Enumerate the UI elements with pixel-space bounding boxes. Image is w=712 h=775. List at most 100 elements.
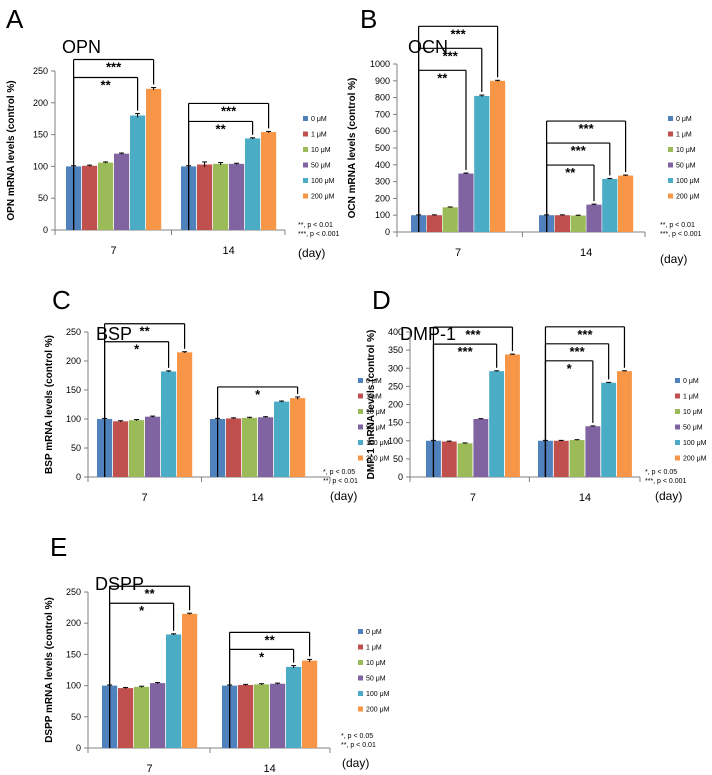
bar-7-4: [166, 634, 182, 748]
significance-label: **: [437, 70, 448, 85]
bar-7-1: [113, 421, 129, 477]
y-tick-label: 800: [375, 93, 390, 103]
bar-14-2: [569, 440, 585, 477]
panel-title: OPN: [62, 37, 101, 57]
p-value-note: *, p < 0.05: [645, 469, 677, 476]
significance-label: *: [139, 603, 145, 618]
significance-label: ***: [221, 103, 237, 118]
bar-14-3: [270, 683, 286, 748]
bar-7-3: [114, 153, 130, 230]
bar-14-5: [617, 371, 632, 477]
significance-label: **: [101, 78, 112, 93]
legend-label: 0 μM: [366, 378, 382, 385]
p-value-note: *, p < 0.05: [341, 733, 373, 740]
y-tick-label: 0: [43, 225, 48, 235]
significance-bracket: **: [72, 76, 139, 230]
bar-7-2: [134, 686, 150, 748]
significance-label: *: [255, 387, 261, 402]
legend-swatch: [303, 131, 308, 137]
bar-7-5: [505, 354, 520, 477]
y-tick-label: 250: [66, 327, 81, 337]
bar-14-5: [290, 398, 306, 477]
legend-swatch: [675, 455, 680, 461]
bar-7-5: [490, 80, 506, 232]
y-axis-label: BSP mRNA levels (control %): [44, 335, 55, 474]
legend-label: 100 μM: [366, 440, 390, 447]
legend-label: 50 μM: [311, 163, 331, 170]
legend-label: 200 μM: [683, 456, 707, 463]
legend-swatch: [358, 660, 363, 665]
y-axis-label: DMP-1 mRNA levels (control %): [366, 330, 377, 480]
legend-swatch: [675, 424, 680, 430]
y-tick-label: 100: [66, 414, 81, 424]
legend-swatch: [668, 116, 673, 121]
y-tick-label: 200: [66, 618, 81, 628]
legend-label: 10 μM: [311, 147, 331, 154]
bar-7-5: [177, 352, 193, 477]
y-tick-label: 50: [393, 454, 403, 464]
legend-label: 0 μM: [366, 629, 382, 636]
y-tick-label: 150: [388, 418, 403, 428]
legend-label: 50 μM: [676, 163, 696, 170]
legend-swatch: [303, 147, 308, 152]
legend-label: 10 μM: [676, 147, 696, 154]
x-tick-label: 7: [470, 492, 476, 504]
significance-label: ***: [451, 26, 467, 41]
legend-label: 0 μM: [311, 116, 327, 123]
significance-bracket: *: [544, 360, 594, 477]
bar-14-2: [213, 163, 229, 230]
legend-swatch: [358, 424, 363, 430]
x-tick-label: 14: [580, 247, 592, 259]
bar-14-2: [570, 215, 586, 232]
y-tick-label: 1000: [370, 59, 390, 69]
panel-a: A OPN 0 50 100 150 200 250 OPN mRNA levels (cont…: [6, 4, 340, 260]
legend-label: 100 μM: [676, 178, 700, 185]
x-axis-label: (day): [342, 756, 369, 770]
panel-title: DSPP: [95, 574, 144, 594]
significance-label: ***: [569, 344, 585, 359]
panel-letter: E: [50, 532, 67, 562]
panel-c: C BSP 0 50 100 150 200 250 BSP mRNA levels (cont…: [44, 285, 390, 504]
bar-14-4: [602, 178, 618, 232]
y-tick-label: 200: [66, 356, 81, 366]
significance-label: ***: [577, 327, 593, 342]
bar-7-3: [473, 419, 489, 477]
bar-7-4: [161, 371, 177, 477]
y-tick-label: 900: [375, 76, 390, 86]
bar-7-4: [130, 115, 146, 230]
legend-swatch: [358, 409, 363, 414]
significance-label: *: [259, 649, 265, 664]
legend-label: 100 μM: [311, 178, 335, 185]
y-tick-label: 0: [76, 743, 81, 753]
y-tick-label: 200: [375, 193, 390, 203]
legend-swatch: [358, 440, 363, 445]
legend-label: 50 μM: [366, 425, 386, 432]
y-tick-label: 100: [33, 161, 48, 171]
x-tick-label: 14: [251, 492, 263, 504]
legend-label: 100 μM: [683, 440, 707, 447]
significance-label: ***: [579, 121, 595, 136]
x-tick-label: 7: [111, 245, 117, 257]
y-tick-label: 50: [38, 193, 48, 203]
legend-swatch: [675, 409, 680, 414]
y-tick-label: 150: [66, 649, 81, 659]
p-value-note: **, p < 0.01: [660, 222, 695, 229]
bar-7-5: [146, 88, 162, 230]
panel-letter: B: [360, 4, 377, 34]
panel-title: DMP-1: [400, 324, 456, 344]
bar-14-1: [226, 418, 242, 477]
bar-14-5: [618, 175, 634, 232]
y-tick-label: 600: [375, 126, 390, 136]
panel-e: E DSPP 0 50 100 150 200 250 DSPP mRNA levels (co…: [44, 532, 390, 775]
significance-bracket: *: [103, 341, 170, 477]
significance-bracket: **: [188, 120, 254, 230]
significance-label: **: [145, 586, 156, 601]
bar-7-1: [118, 688, 134, 748]
y-tick-label: 100: [388, 436, 403, 446]
significance-label: **: [265, 632, 276, 647]
panel-letter: A: [6, 4, 24, 34]
p-value-note: ***, p < 0.001: [298, 231, 340, 238]
legend-swatch: [668, 131, 673, 137]
legend-label: 200 μM: [311, 194, 335, 201]
bar-14-4: [601, 382, 617, 477]
